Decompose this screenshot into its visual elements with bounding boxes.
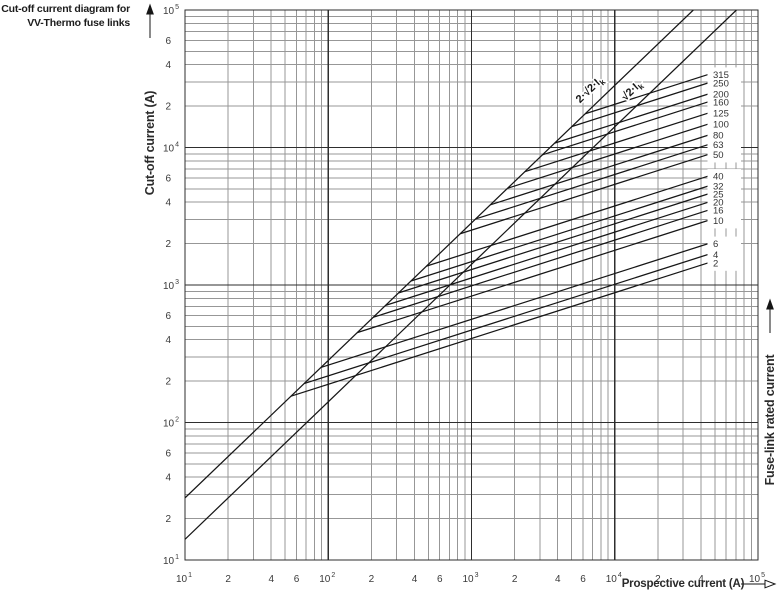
- x-tick-10e4: 104: [606, 572, 622, 585]
- x-tick-10e5: 105: [749, 572, 765, 585]
- x-tick-2e3: 2: [512, 574, 518, 585]
- y-tick-10e4: 104: [163, 142, 179, 155]
- rating-label-160: 160: [713, 97, 729, 108]
- y-tick-2e3: 2: [165, 239, 171, 250]
- y-tick-4e4: 4: [165, 60, 171, 71]
- rating-label-63: 63: [713, 140, 724, 151]
- y-tick-4e2: 4: [165, 335, 171, 346]
- fuse-curve-4: [303, 253, 709, 385]
- rating-label-6: 6: [713, 239, 718, 250]
- rating-label-200: 200: [713, 89, 729, 100]
- rating-label-315: 315: [713, 70, 729, 81]
- x-tick-6e3: 6: [580, 574, 586, 585]
- fuse-curve-50: [460, 153, 709, 235]
- fuse-curve-80: [490, 134, 709, 206]
- right-axis-title: Fuse-link rated current: [763, 354, 777, 486]
- reference-line-1: [185, 10, 737, 540]
- x-tick-10e2: 102: [319, 572, 335, 585]
- axis-arrows: [146, 3, 777, 589]
- fuse-curve-16: [372, 209, 709, 318]
- reference-label-0: 2·√2·Ik: [574, 74, 608, 107]
- x-tick-4e3: 4: [555, 574, 561, 585]
- fuse-curve-100: [507, 123, 709, 189]
- rating-label-16: 16: [713, 206, 724, 217]
- fuse-curve-25: [398, 193, 709, 294]
- y-tick-6e3: 6: [165, 174, 171, 185]
- x-tick-2e1: 2: [225, 574, 231, 585]
- x-tick-2e4: 2: [655, 574, 661, 585]
- y-axis-arrow: [146, 3, 154, 38]
- fuse-curve-40: [426, 175, 709, 267]
- y-tick-10e3: 103: [163, 279, 179, 292]
- x-tick-6e1: 6: [294, 574, 300, 585]
- axis-tick-labels: 101 2 4 6 102 2 4 6 103 2 4 6 104 2 4 10510510424610324…: [163, 4, 765, 585]
- x-axis-title: Prospective current (A): [621, 578, 745, 590]
- chart-title-line1: Cut-off current diagram for: [1, 3, 130, 15]
- y-tick-6e4: 6: [165, 36, 171, 47]
- rating-label-250: 250: [713, 78, 729, 89]
- rating-label-4: 4: [713, 250, 718, 261]
- fuse-curve-125: [524, 112, 709, 173]
- x-tick-2e2: 2: [369, 574, 375, 585]
- fuse-curve-63: [475, 143, 709, 220]
- x-tick-4e4: 4: [698, 574, 704, 585]
- rating-label-50: 50: [713, 150, 724, 161]
- chart-title: Cut-off current diagram for VV-Thermo fu…: [0, 3, 130, 30]
- fuse-curve-200: [554, 93, 709, 144]
- rating-label-2: 2: [713, 258, 718, 269]
- plot-border: [184, 9, 759, 561]
- fuse-curve-10: [357, 219, 709, 334]
- chart-title-line2: VV-Thermo fuse links: [27, 16, 130, 29]
- x-tick-6e2: 6: [437, 574, 443, 585]
- rating-label-25: 25: [713, 189, 724, 200]
- y-tick-10e5: 105: [163, 4, 179, 17]
- x-tick-4e2: 4: [412, 574, 418, 585]
- x-tick-10e1: 101: [176, 572, 192, 585]
- x-axis-arrow: [741, 579, 777, 589]
- rating-label-100: 100: [713, 120, 729, 131]
- y-tick-6e2: 6: [165, 311, 171, 322]
- y-tick-10e1: 101: [163, 554, 179, 567]
- rating-label-125: 125: [713, 109, 729, 120]
- fuse-curve-160: [542, 101, 709, 156]
- y-tick-6e1: 6: [165, 449, 171, 460]
- rating-label-40: 40: [713, 172, 724, 183]
- y-axis-title: Cut-off current (A): [143, 90, 157, 196]
- rating-label-20: 20: [713, 198, 724, 209]
- fuse-curve-2: [290, 262, 709, 397]
- fuse-curve-6: [320, 243, 709, 369]
- y-tick-4e1: 4: [165, 473, 171, 484]
- right-axis-arrow: [766, 298, 774, 333]
- reference-line-0: [185, 10, 694, 499]
- rating-label-patches: [707, 67, 741, 271]
- fuse-curve-32: [410, 185, 709, 282]
- rating-label-80: 80: [713, 131, 724, 142]
- y-tick-10e2: 102: [163, 417, 179, 430]
- x-tick-4e1: 4: [268, 574, 274, 585]
- fuse-curve-250: [571, 82, 709, 128]
- y-tick-4e3: 4: [165, 198, 171, 209]
- y-tick-2e2: 2: [165, 377, 171, 388]
- y-tick-2e4: 2: [165, 102, 171, 113]
- x-tick-10e3: 103: [463, 572, 479, 585]
- rating-label-10: 10: [713, 216, 724, 227]
- fuse-curve-20: [385, 201, 709, 306]
- fuse-curve-315: [585, 73, 709, 115]
- y-tick-2e1: 2: [165, 514, 171, 525]
- curves: [185, 10, 737, 540]
- rating-label-32: 32: [713, 181, 724, 192]
